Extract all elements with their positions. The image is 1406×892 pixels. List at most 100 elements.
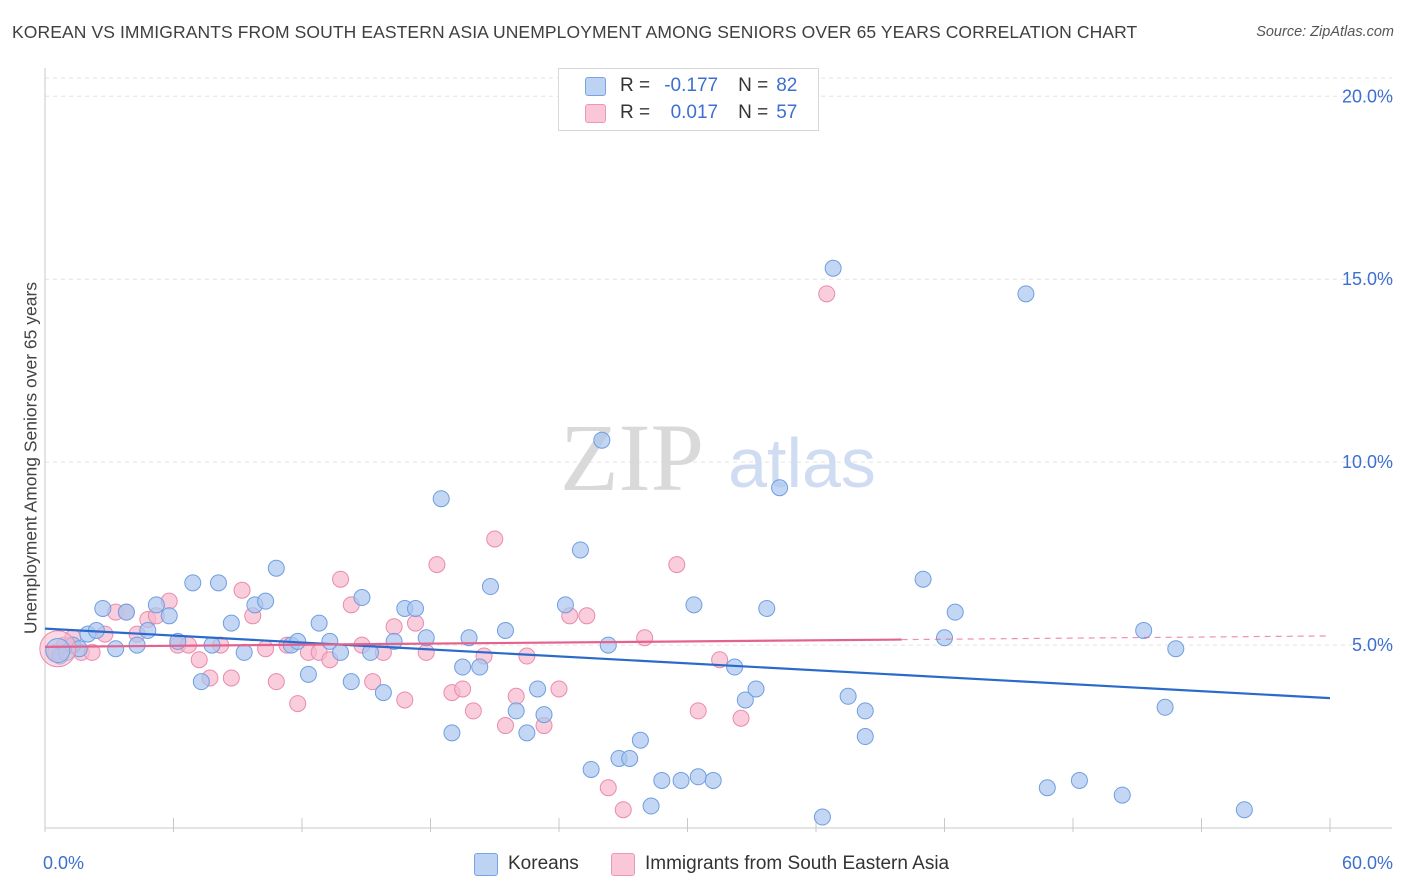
korean-point xyxy=(518,724,536,742)
korean-point xyxy=(471,658,489,676)
korean-point xyxy=(771,479,789,497)
korean-trend-line xyxy=(44,627,1331,700)
korean-point xyxy=(160,607,178,625)
immigrant-point xyxy=(428,556,446,574)
legend-item-koreans: Koreans xyxy=(474,851,579,877)
n-label: N = xyxy=(738,102,769,123)
korean-point xyxy=(1038,779,1056,797)
r-value: -0.177 xyxy=(664,75,719,96)
korean-point xyxy=(267,559,285,577)
immigrant-point xyxy=(222,669,240,687)
korean-point xyxy=(257,592,275,610)
immigrants-legend-swatch xyxy=(611,852,635,876)
trend-lines xyxy=(44,627,1331,700)
korean-point xyxy=(342,673,360,691)
immigrant-point xyxy=(396,691,414,709)
korean-point xyxy=(571,541,589,559)
r-value: 0.017 xyxy=(670,102,719,123)
y-tick-label: 15.0% xyxy=(1342,269,1393,289)
korean-point xyxy=(496,621,514,639)
immigrant-point xyxy=(417,643,435,661)
korean-point xyxy=(653,771,671,789)
koreans-legend-swatch xyxy=(474,852,498,876)
immigrant-point xyxy=(818,285,836,303)
koreans-swatch xyxy=(585,76,606,96)
legend-item-immigrants: Immigrants from South Eastern Asia xyxy=(611,851,949,877)
korean-point xyxy=(192,673,210,691)
x-tick-label-max: 60.0% xyxy=(1342,853,1393,873)
korean-point xyxy=(139,621,157,639)
immigrant-trend-extension xyxy=(901,635,1331,641)
korean-point xyxy=(1156,698,1174,716)
korean-point xyxy=(556,596,574,614)
immigrant-point xyxy=(464,702,482,720)
korean-point xyxy=(353,589,371,607)
immigrants-legend-label: Immigrants from South Eastern Asia xyxy=(645,853,950,874)
korean-point xyxy=(704,771,722,789)
korean-point xyxy=(299,665,317,683)
tick-labels: 5.0% 10.0% 15.0% 20.0% 0.0% 60.0% xyxy=(43,86,1393,873)
korean-point xyxy=(642,797,660,815)
koreans-legend-label: Koreans xyxy=(508,853,579,874)
y-axis-label: Unemployment Among Seniors over 65 years xyxy=(20,281,41,635)
legend-row-koreans: R = -0.177 N = 82 xyxy=(585,74,797,98)
korean-point xyxy=(1135,621,1153,639)
immigrant-point xyxy=(233,581,251,599)
korean-cluster-point xyxy=(45,638,71,664)
immigrant-point xyxy=(496,717,514,735)
korean-point xyxy=(310,614,328,632)
korean-point xyxy=(593,431,611,449)
immigrant-point xyxy=(190,651,208,669)
immigrant-point xyxy=(507,687,525,705)
immigrant-point xyxy=(289,695,307,713)
legend-row-immigrants: R = 0.017 N = 57 xyxy=(585,101,797,125)
immigrant-point xyxy=(732,709,750,727)
korean-point xyxy=(460,629,478,647)
n-label: N = xyxy=(738,75,769,96)
korean-point xyxy=(235,643,253,661)
immigrant-point xyxy=(689,702,707,720)
r-label: R = xyxy=(620,75,651,96)
y-tick-label: 20.0% xyxy=(1342,86,1393,106)
korean-point xyxy=(407,599,425,617)
watermark: ZIP atlas xyxy=(560,404,876,511)
immigrant-point xyxy=(711,651,729,669)
korean-point xyxy=(529,680,547,698)
korean-point xyxy=(332,643,350,661)
korean-point xyxy=(856,702,874,720)
korean-point xyxy=(417,629,435,647)
korean-point xyxy=(621,749,639,767)
korean-point xyxy=(94,599,112,617)
y-tick-label: 5.0% xyxy=(1352,635,1393,655)
axes xyxy=(44,68,1392,832)
korean-point xyxy=(507,702,525,720)
korean-point xyxy=(599,636,617,654)
korean-point xyxy=(222,614,240,632)
watermark-atlas: atlas xyxy=(728,424,876,502)
y-tick-label: 10.0% xyxy=(1342,452,1393,472)
korean-point xyxy=(1070,771,1088,789)
korean-point xyxy=(856,728,874,746)
korean-point xyxy=(936,629,953,647)
korean-point xyxy=(1017,285,1035,303)
immigrant-point xyxy=(454,680,472,698)
korean-point xyxy=(385,632,403,650)
n-value: 57 xyxy=(776,102,798,123)
korean-point xyxy=(685,596,703,614)
korean-point xyxy=(672,771,690,789)
chart-title: KOREAN VS IMMIGRANTS FROM SOUTH EASTERN … xyxy=(12,22,1138,42)
immigrant-point xyxy=(636,629,654,647)
korean-point xyxy=(374,684,392,702)
korean-point xyxy=(454,658,472,676)
korean-point xyxy=(443,724,461,742)
immigrant-trend-line xyxy=(44,638,902,649)
immigrants-swatch xyxy=(585,103,606,123)
korean-point xyxy=(689,768,707,786)
immigrant-point xyxy=(332,570,350,588)
korean-point xyxy=(147,596,165,614)
immigrant-point xyxy=(385,618,403,636)
immigrant-point xyxy=(257,640,275,658)
immigrant-point xyxy=(578,607,596,625)
n-value: 82 xyxy=(776,75,798,96)
